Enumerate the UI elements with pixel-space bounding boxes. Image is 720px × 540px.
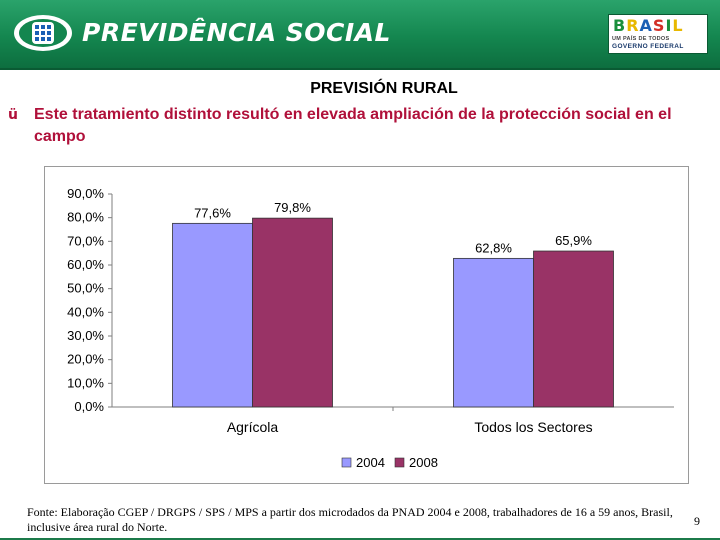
y-tick-label: 20,0% [67, 352, 104, 367]
header-bar: PREVIDÊNCIA SOCIAL BRASIL UM PAÍS DE TOD… [0, 0, 720, 70]
bottom-divider [0, 538, 720, 540]
legend-label: 2008 [409, 455, 438, 470]
y-tick-label: 90,0% [67, 186, 104, 201]
y-tick-label: 30,0% [67, 328, 104, 343]
bar-chart: 90,0% 80,0% 70,0% 60,0% 50,0% 40,0% 30,0% 20,0%… [44, 166, 689, 484]
y-tick-label: 40,0% [67, 304, 104, 319]
bar-2008 [533, 250, 614, 408]
data-label: 77,6% [194, 205, 231, 220]
x-category-label: Todos los Sectores [474, 419, 592, 435]
bullet-point: ü Este tratamiento distinto resultó en e… [8, 104, 713, 148]
bar-2008 [252, 217, 333, 408]
checkmark-icon: ü [8, 107, 18, 123]
data-label: 62,8% [475, 240, 512, 255]
y-tick-label: 10,0% [67, 375, 104, 390]
data-label: 65,9% [555, 233, 592, 248]
brasil-wordmark: BRASIL [613, 16, 684, 35]
bar-2004 [172, 222, 253, 408]
page-number: 9 [694, 514, 700, 528]
chart-canvas: 90,0% 80,0% 70,0% 60,0% 50,0% 40,0% 30,0% 20,0%… [67, 186, 674, 470]
previdencia-logo-icon [14, 15, 72, 51]
bullet-text: Este tratamiento distinto resultó en ele… [34, 106, 672, 145]
slide-title: PREVISIÓN RURAL [310, 80, 458, 97]
legend-swatch-2008 [394, 457, 405, 468]
bar-2004 [453, 257, 534, 408]
data-label: 79,8% [274, 200, 311, 215]
brasil-government-logo: BRASIL UM PAÍS DE TODOS GOVERNO FEDERAL [608, 14, 708, 54]
y-tick-label: 70,0% [67, 233, 104, 248]
y-tick-label: 50,0% [67, 281, 104, 296]
brasil-tagline: UM PAÍS DE TODOS [612, 36, 670, 42]
y-tick-label: 60,0% [67, 257, 104, 272]
brand-title: PREVIDÊNCIA SOCIAL [82, 18, 391, 47]
x-category-label: Agrícola [227, 419, 279, 435]
legend-swatch-2004 [341, 457, 352, 468]
source-footnote: Fonte: Elaboração CGEP / DRGPS / SPS / M… [27, 505, 673, 534]
governo-federal-label: GOVERNO FEDERAL [612, 43, 684, 50]
legend-label: 2004 [356, 455, 385, 470]
y-tick-label: 80,0% [67, 210, 104, 225]
y-tick-label: 0,0% [74, 399, 104, 414]
